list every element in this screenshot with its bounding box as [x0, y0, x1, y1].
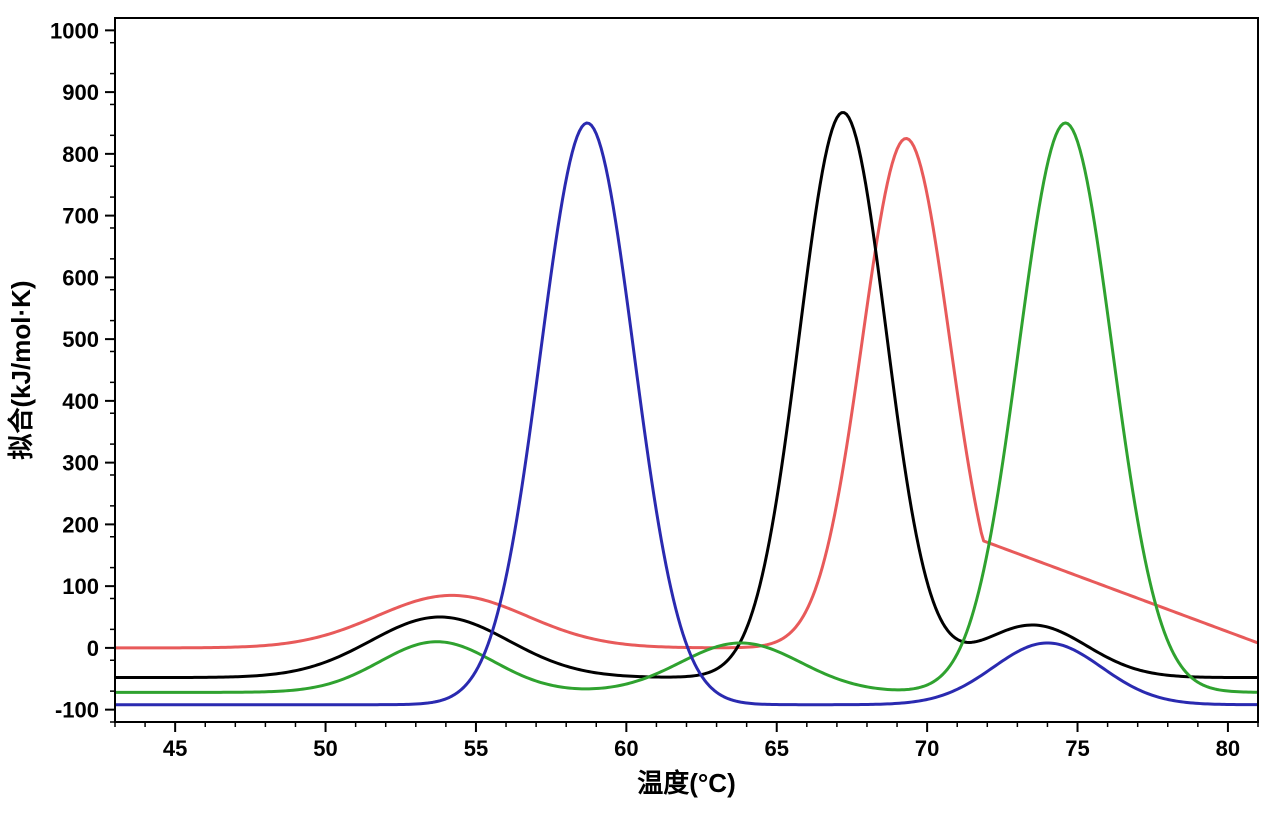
x-tick-label: 70	[915, 736, 939, 761]
y-tick-label: -100	[55, 698, 99, 723]
x-tick-label: 45	[163, 736, 187, 761]
x-tick-label: 65	[764, 736, 788, 761]
x-axis-label: 温度(°C)	[637, 768, 736, 798]
y-tick-label: 800	[62, 142, 99, 167]
chart-svg: -100 0 100 200 300 400 500 600 700 800 900 1000 45 50…	[0, 0, 1280, 817]
y-tick-label: 1000	[50, 18, 99, 43]
y-axis-label: 拟合(kJ/mol·K)	[6, 280, 36, 459]
y-tick-label: 700	[62, 204, 99, 229]
x-tick-label: 80	[1216, 736, 1240, 761]
x-tick-label: 50	[313, 736, 337, 761]
x-tick-label: 55	[464, 736, 488, 761]
x-tick-label: 60	[614, 736, 638, 761]
y-tick-label: 100	[62, 574, 99, 599]
y-tick-label: 400	[62, 389, 99, 414]
y-tick-label: 600	[62, 265, 99, 290]
y-tick-label: 200	[62, 512, 99, 537]
y-tick-label: 500	[62, 327, 99, 352]
x-tick-label: 75	[1065, 736, 1089, 761]
y-tick-label: 900	[62, 80, 99, 105]
y-tick-label: 300	[62, 451, 99, 476]
dsc-chart: -100 0 100 200 300 400 500 600 700 800 900 1000 45 50…	[0, 0, 1280, 817]
y-tick-label: 0	[87, 636, 99, 661]
